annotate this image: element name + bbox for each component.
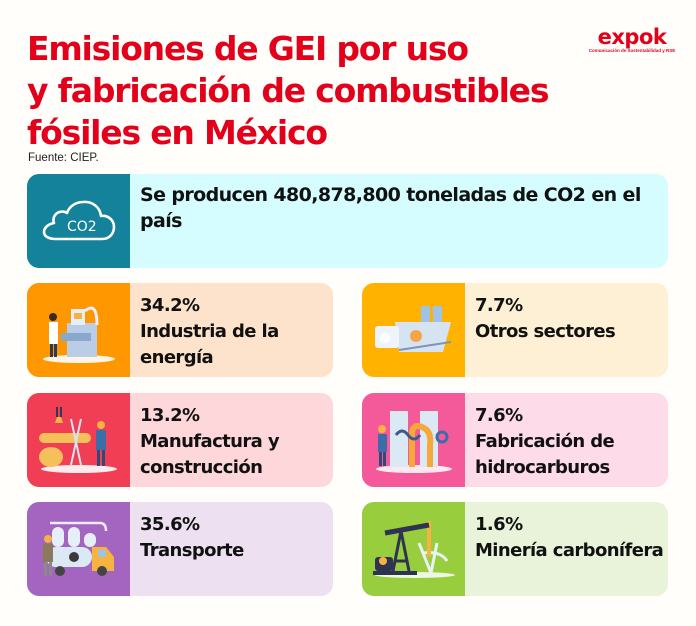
sector-icon-panel bbox=[362, 393, 465, 487]
sector-label: Manufactura y construcción bbox=[140, 431, 280, 478]
ship-icon bbox=[374, 306, 451, 352]
source-note: Fuente: CIEP. bbox=[28, 152, 99, 164]
title-line-3: fósiles en México bbox=[27, 113, 328, 152]
sector-percentage: 35.6% bbox=[140, 514, 200, 535]
sector-percentage: 7.6% bbox=[475, 405, 523, 426]
sector-label: Otros sectores bbox=[475, 321, 616, 342]
page-title: Emisiones de GEI por uso y fabricación d… bbox=[27, 28, 550, 154]
sector-card-hydrocarbons: 7.6% Fabricación de hidrocarburos bbox=[362, 393, 668, 487]
logo-wordmark: expok bbox=[597, 25, 667, 49]
sector-icon-panel bbox=[362, 283, 465, 377]
sector-label: Industria de la energía bbox=[140, 321, 279, 368]
sector-percentage: 7.7% bbox=[475, 295, 523, 316]
sector-text: 7.7% Otros sectores bbox=[465, 283, 616, 377]
sector-text: 13.2% Manufactura y construcción bbox=[130, 393, 333, 487]
sector-text: 34.2% Industria de la energía bbox=[130, 283, 333, 377]
refinery-pipes-icon bbox=[375, 411, 452, 473]
tanker-truck-icon bbox=[42, 521, 114, 576]
sector-label: Minería carbonífera bbox=[475, 540, 664, 561]
svg-text:CO2: CO2 bbox=[67, 219, 97, 235]
sector-card-other: 7.7% Otros sectores bbox=[362, 283, 668, 377]
expok-logo: expok Comunicación de Sustentabilidad y … bbox=[582, 26, 682, 53]
oil-pumpjack-icon bbox=[372, 521, 455, 578]
sector-card-manufacturing: 13.2% Manufactura y construcción bbox=[27, 393, 333, 487]
co2-icon-panel: CO2 bbox=[27, 174, 130, 268]
sector-icon-panel bbox=[27, 283, 130, 377]
total-emissions-text: Se producen 480,878,800 toneladas de CO2… bbox=[140, 184, 641, 232]
sector-label: Transporte bbox=[140, 540, 244, 561]
sector-percentage: 13.2% bbox=[140, 405, 200, 426]
sector-percentage: 34.2% bbox=[140, 295, 200, 316]
sector-label: Fabricación de hidrocarburos bbox=[475, 431, 615, 478]
co2-cloud-icon: CO2 bbox=[42, 200, 115, 241]
sector-icon-panel bbox=[27, 502, 130, 596]
sector-text: 1.6% Minería carbonífera bbox=[465, 502, 664, 596]
sector-card-transport: 35.6% Transporte bbox=[27, 502, 333, 596]
sector-text: 7.6% Fabricación de hidrocarburos bbox=[465, 393, 668, 487]
sector-icon-panel bbox=[27, 393, 130, 487]
title-line-2: y fabricación de combustibles bbox=[27, 71, 550, 110]
sector-icon-panel bbox=[362, 502, 465, 596]
total-emissions-card: CO2 Se producen 480,878,800 toneladas de… bbox=[27, 174, 668, 268]
energy-industry-worker-icon bbox=[42, 306, 115, 363]
sector-card-energy: 34.2% Industria de la energía bbox=[27, 283, 333, 377]
logo-tagline: Comunicación de Sustentabilidad y RSE bbox=[588, 48, 676, 53]
sector-percentage: 1.6% bbox=[475, 514, 523, 535]
construction-worker-icon bbox=[38, 407, 117, 473]
sector-text: 35.6% Transporte bbox=[130, 502, 244, 596]
sector-card-coal-mining: 1.6% Minería carbonífera bbox=[362, 502, 668, 596]
title-line-1: Emisiones de GEI por uso bbox=[27, 29, 469, 68]
